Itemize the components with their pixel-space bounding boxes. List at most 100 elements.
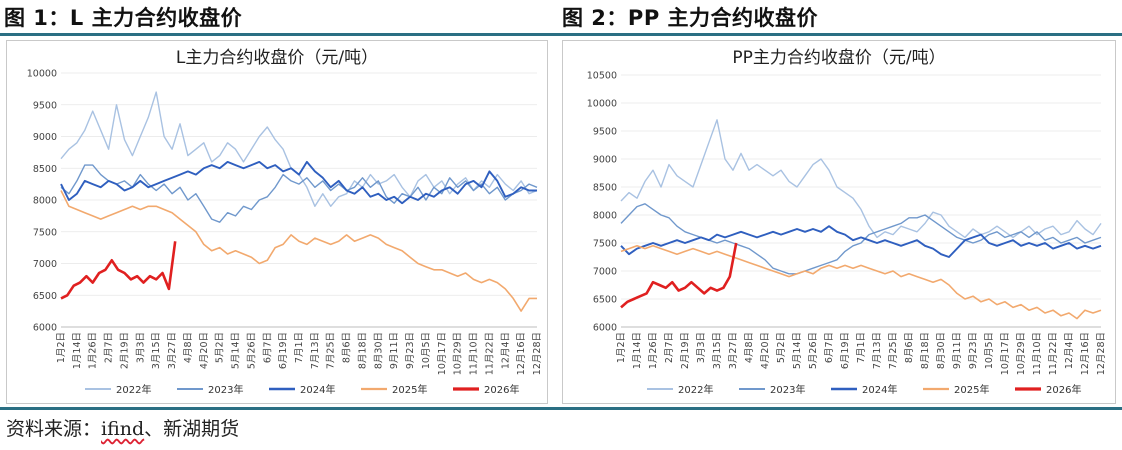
series-line: [620, 203, 1102, 275]
x-tick-label: 1月2日: [616, 332, 627, 363]
x-tick-label: 9月23日: [405, 332, 416, 369]
x-tick-label: 4月8日: [744, 332, 755, 363]
x-tick-label: 11月22日: [484, 332, 495, 375]
legend-label: 2022年: [678, 383, 713, 396]
x-tick-label: 5月2日: [215, 332, 226, 363]
source-prefix: 资料来源：: [6, 418, 102, 440]
source-name: ifind: [101, 418, 145, 440]
y-tick-label: 10000: [587, 99, 617, 110]
y-tick-label: 9000: [33, 132, 57, 143]
figure-2-title: 图 2：PP 主力合约收盘价: [562, 6, 819, 30]
series-line: [60, 241, 177, 300]
legend-label: 2023年: [208, 383, 243, 396]
series-line: [60, 190, 537, 312]
legend-label: 2025年: [954, 383, 989, 396]
x-tick-label: 1月2日: [56, 332, 67, 363]
x-tick-label: 10月17日: [437, 332, 448, 375]
x-tick-label: 12月4日: [500, 332, 511, 369]
x-tick-label: 12月16日: [516, 332, 527, 375]
source-suffix: 、新湖期货: [144, 418, 240, 440]
x-tick-label: 5月26日: [808, 332, 819, 369]
x-tick-label: 11月22日: [1048, 332, 1059, 375]
chart-pp-svg: PP主力合约收盘价（元/吨） 6000 6500 7000 7500 8000 8500 90…: [587, 48, 1107, 396]
x-tick-label: 4月8日: [183, 332, 194, 363]
y-tick-label: 9500: [593, 127, 617, 138]
x-tick-label: 7月25日: [326, 332, 337, 369]
top-divider: [0, 33, 1122, 36]
x-tick-label: 1月26日: [648, 332, 659, 369]
x-tick-label: 5月14日: [792, 332, 803, 369]
x-tick-label: 11月10日: [1032, 332, 1043, 375]
x-tick-label: 3月15日: [712, 332, 723, 369]
x-tick-label: 2月7日: [104, 332, 115, 363]
x-tick-label: 12月4日: [1064, 332, 1075, 369]
series-line: [60, 160, 537, 205]
y-tick-label: 6500: [33, 291, 57, 302]
x-tick-label: 2月19日: [119, 332, 130, 369]
y-tick-label: 8500: [33, 164, 57, 175]
legend-label: 2026年: [1046, 383, 1081, 396]
bottom-divider: [0, 407, 1122, 410]
chart-panel-pp: PP主力合约收盘价（元/吨） 6000 6500 7000 7500 8000 8500 90…: [562, 40, 1116, 404]
x-tick-label: 6月19日: [840, 332, 851, 369]
x-tick-label: 12月28日: [532, 332, 543, 375]
x-tick-label: 8月6日: [342, 332, 353, 363]
x-tick-label: 7月1日: [294, 332, 305, 363]
legend-label: 2022年: [116, 383, 151, 396]
x-tick-label: 10月17日: [1000, 332, 1011, 375]
x-tick-label: 8月6日: [904, 332, 915, 363]
x-tick-label: 11月10日: [469, 332, 480, 375]
series-line: [620, 119, 1102, 239]
legend-label: 2023年: [770, 383, 805, 396]
x-tick-label: 6月7日: [262, 332, 273, 363]
figure-1-title: 图 1：L 主力合约收盘价: [4, 6, 243, 30]
y-tick-label: 9500: [33, 100, 57, 111]
x-tick-label: 7月13日: [872, 332, 883, 369]
chart-title: L主力合约收盘价（元/吨）: [176, 48, 378, 68]
chart-l-svg: L主力合约收盘价（元/吨） 6000 6500 7000 7500 8000 8500 900…: [27, 48, 543, 396]
y-tick-label: 8000: [33, 196, 57, 207]
y-tick-label: 7000: [593, 267, 617, 278]
chart-panel-l: L主力合约收盘价（元/吨） 6000 6500 7000 7500 8000 8500 900…: [6, 40, 548, 404]
series-line: [60, 91, 538, 207]
x-tick-label: 5月14日: [231, 332, 242, 369]
y-tick-label: 10000: [27, 69, 57, 80]
x-tick-label: 3月27日: [728, 332, 739, 369]
x-tick-label: 9月23日: [968, 332, 979, 369]
x-tick-label: 3月15日: [151, 332, 162, 369]
x-tick-label: 1月14日: [72, 332, 83, 369]
x-tick-label: 6月19日: [278, 332, 289, 369]
x-tick-label: 1月14日: [632, 332, 643, 369]
legend-label: 2024年: [300, 383, 335, 396]
x-tick-label: 7月13日: [310, 332, 321, 369]
y-tick-label: 6500: [593, 295, 617, 306]
legend-label: 2025年: [392, 383, 427, 396]
legend-label: 2026年: [484, 383, 519, 396]
x-tick-label: 3月3日: [696, 332, 707, 363]
x-tick-label: 8月18日: [357, 332, 368, 369]
x-tick-label: 8月18日: [920, 332, 931, 369]
x-tick-label: 9月11日: [389, 332, 400, 369]
y-tick-label: 10500: [587, 71, 617, 82]
x-tick-label: 5月26日: [246, 332, 257, 369]
series-line: [620, 245, 1102, 320]
x-tick-label: 8月30日: [373, 332, 384, 369]
x-tick-label: 12月16日: [1080, 332, 1091, 375]
x-tick-label: 2月7日: [664, 332, 675, 363]
y-tick-label: 7500: [593, 239, 617, 250]
x-tick-label: 10月5日: [421, 332, 432, 369]
x-tick-label: 3月27日: [167, 332, 178, 369]
x-tick-label: 10月5日: [984, 332, 995, 369]
x-tick-label: 10月29日: [453, 332, 464, 375]
series-line: [620, 242, 738, 309]
x-tick-label: 2月19日: [680, 332, 691, 369]
x-tick-label: 4月20日: [760, 332, 771, 369]
y-tick-label: 8500: [593, 183, 617, 194]
x-tick-label: 7月25日: [888, 332, 899, 369]
series-line: [60, 164, 538, 223]
legend-label: 2024年: [862, 383, 897, 396]
x-tick-label: 12月28日: [1096, 332, 1107, 375]
y-tick-label: 9000: [593, 155, 617, 166]
x-tick-label: 5月2日: [776, 332, 787, 363]
x-tick-label: 9月11日: [952, 332, 963, 369]
